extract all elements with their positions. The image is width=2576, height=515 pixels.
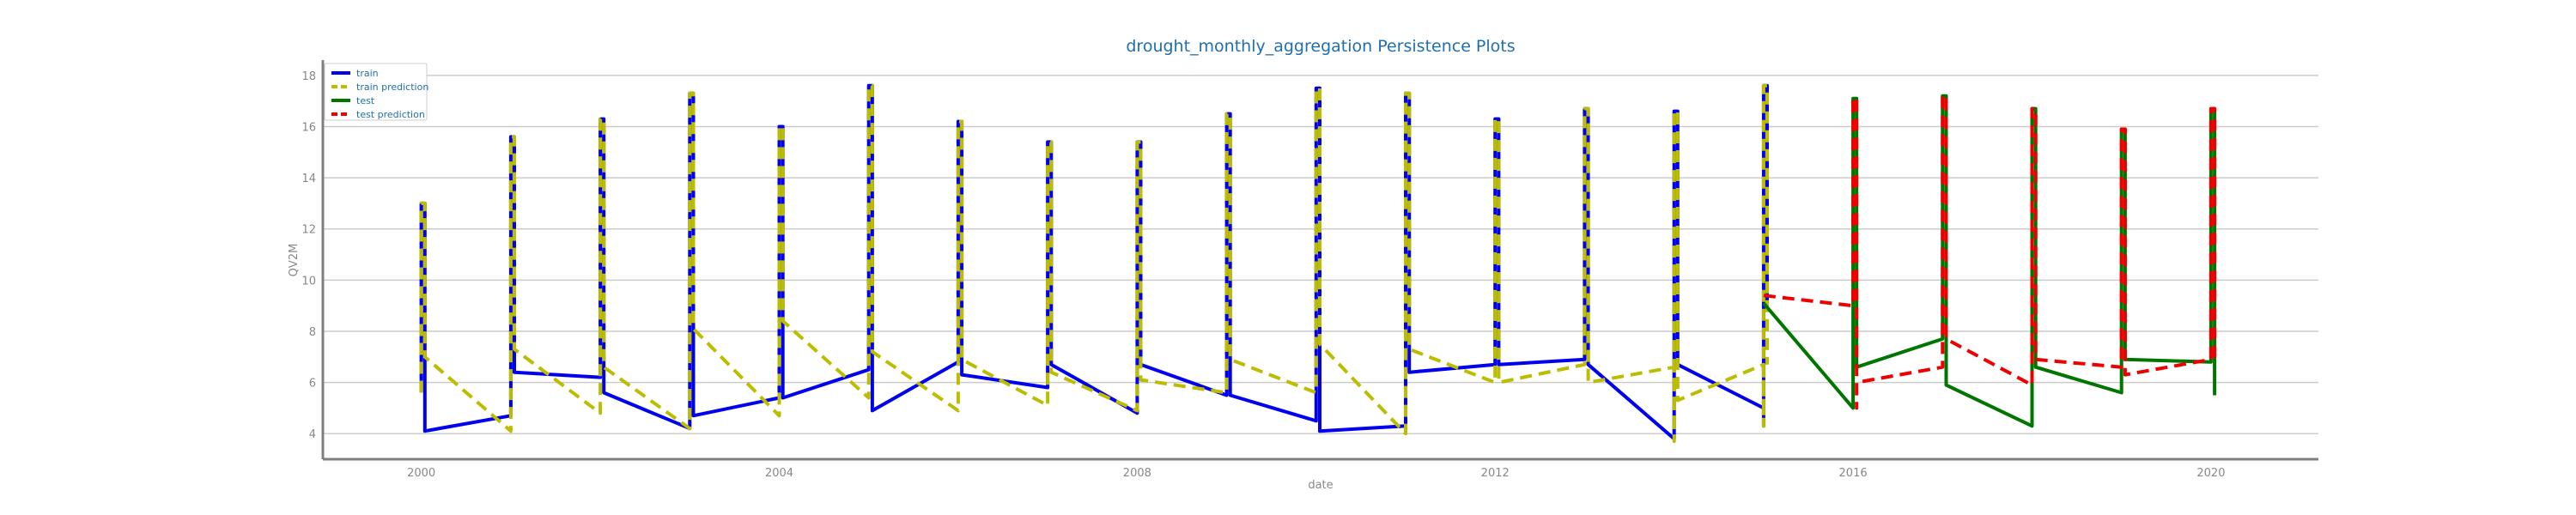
legend: train train prediction test test prediction xyxy=(324,63,428,121)
tick-labels: 4 6 8 10 12 14 16 18 2000 2004 2008 2012 2016 2020 xyxy=(301,70,2225,480)
series-line-test-prediction xyxy=(1763,94,2217,410)
legend-label-train-prediction: train prediction xyxy=(356,82,428,93)
y-tick-label: 6 xyxy=(309,378,316,391)
chart-title: drought_monthly_aggregation Persistence … xyxy=(1126,37,1515,56)
series-line-train-prediction xyxy=(419,83,1769,444)
legend-label-test-prediction: test prediction xyxy=(356,109,425,120)
y-tick-label: 18 xyxy=(301,70,316,83)
series-lines xyxy=(419,83,2217,444)
legend-box xyxy=(324,63,428,121)
x-axis-label: date xyxy=(1308,479,1333,492)
x-tick-label: 2000 xyxy=(407,467,435,480)
x-tick-label: 2008 xyxy=(1123,467,1151,480)
y-axis-label: QV2M xyxy=(288,244,301,277)
series-line-test xyxy=(1762,94,2217,428)
y-tick-label: 16 xyxy=(301,122,316,135)
x-tick-label: 2020 xyxy=(2196,467,2225,480)
x-tick-label: 2004 xyxy=(765,467,793,480)
y-tick-label: 8 xyxy=(309,326,316,339)
y-tick-label: 14 xyxy=(301,173,316,185)
y-tick-label: 12 xyxy=(301,224,316,237)
axes xyxy=(321,60,2318,461)
y-tick-label: 10 xyxy=(301,275,316,288)
legend-label-test: test xyxy=(356,95,375,106)
series-line-train xyxy=(419,83,1769,441)
x-tick-label: 2012 xyxy=(1481,467,1510,480)
y-tick-label: 4 xyxy=(309,428,316,441)
x-tick-label: 2016 xyxy=(1839,467,1868,480)
legend-label-train: train xyxy=(356,68,379,79)
